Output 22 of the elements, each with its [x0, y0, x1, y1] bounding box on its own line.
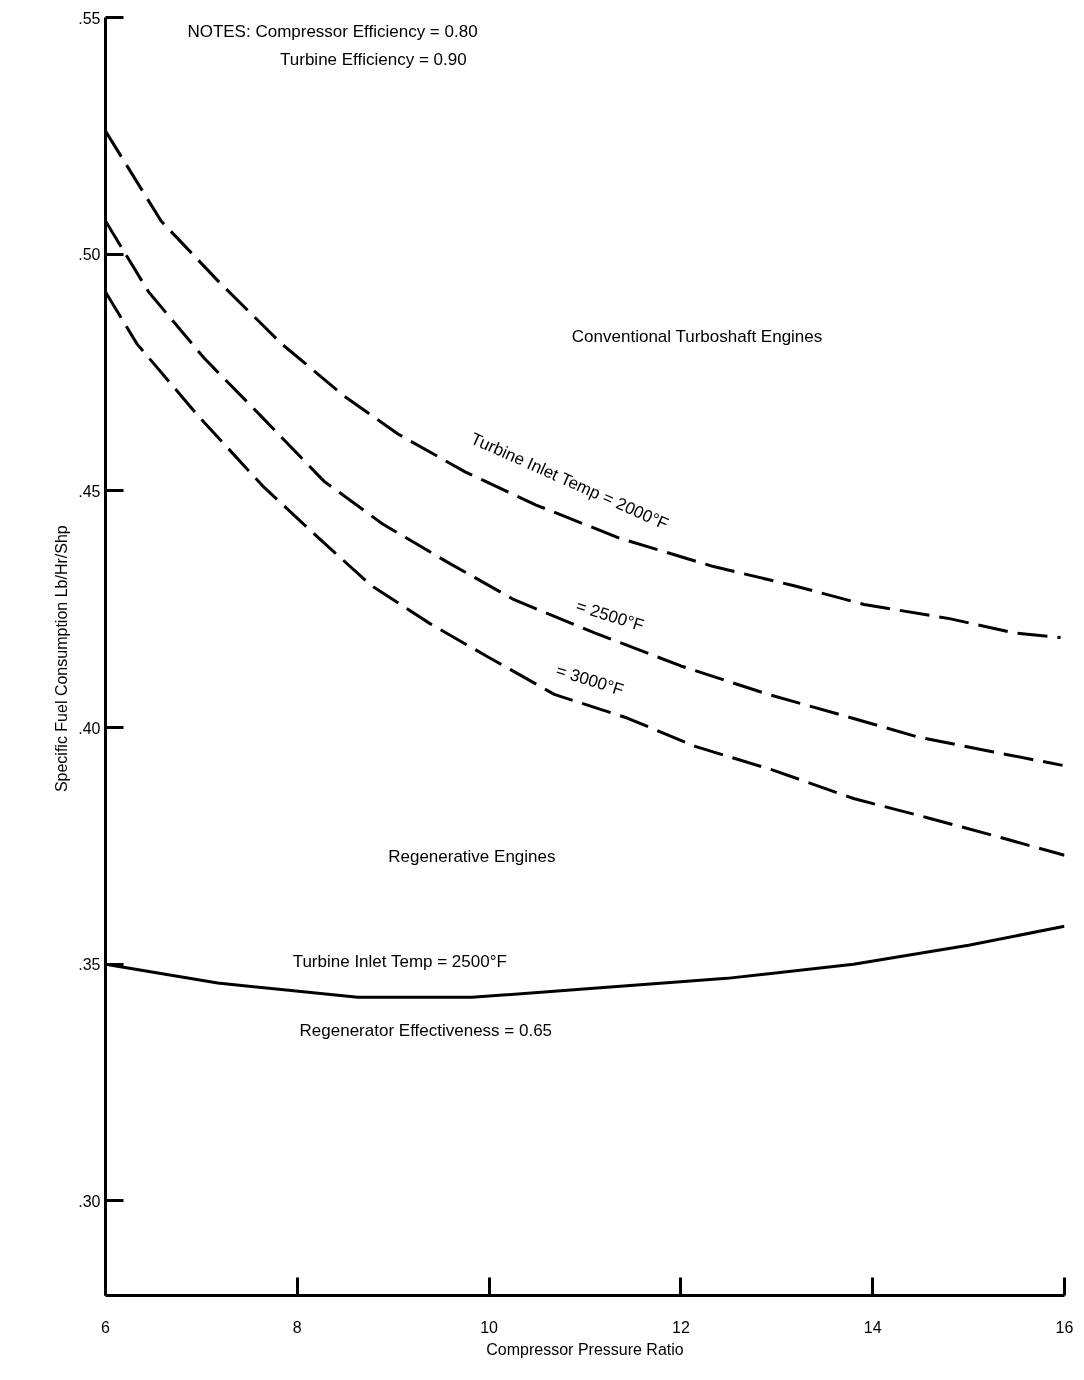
text: = 3000°F — [553, 660, 626, 700]
annotation: Conventional Turboshaft Engines — [571, 326, 823, 346]
x-tick-label: 8 — [292, 1318, 302, 1336]
annotation: Turbine Efficiency = 0.90 — [280, 50, 467, 70]
y-tick-label: .35 — [78, 956, 101, 974]
x-tick-label: 12 — [672, 1318, 690, 1336]
text: = 2500°F — [573, 596, 647, 636]
x-tick-label: 16 — [1055, 1318, 1074, 1336]
y-tick-label: .30 — [78, 1192, 101, 1210]
y-tick-label: .45 — [78, 482, 101, 500]
annotation: Regenerative Engines — [388, 846, 556, 866]
series-label: Turbine Inlet Temp = 2500°F — [292, 952, 507, 972]
y-tick-label: .55 — [78, 9, 101, 27]
annotation: Regenerator Effectiveness = 0.65 — [299, 1021, 553, 1041]
x-tick-label: 6 — [101, 1318, 111, 1336]
y-tick-label: .50 — [78, 246, 101, 264]
x-axis-title: Compressor Pressure Ratio — [486, 1340, 684, 1358]
x-tick-label: 14 — [863, 1318, 882, 1336]
y-tick-label: .40 — [78, 719, 101, 737]
x-tick-label: 10 — [480, 1318, 499, 1336]
annotation: NOTES: Compressor Efficiency = 0.80 — [187, 22, 478, 42]
y-axis-title: Specific Fuel Consumption Lb/Hr/Shp — [53, 525, 71, 793]
